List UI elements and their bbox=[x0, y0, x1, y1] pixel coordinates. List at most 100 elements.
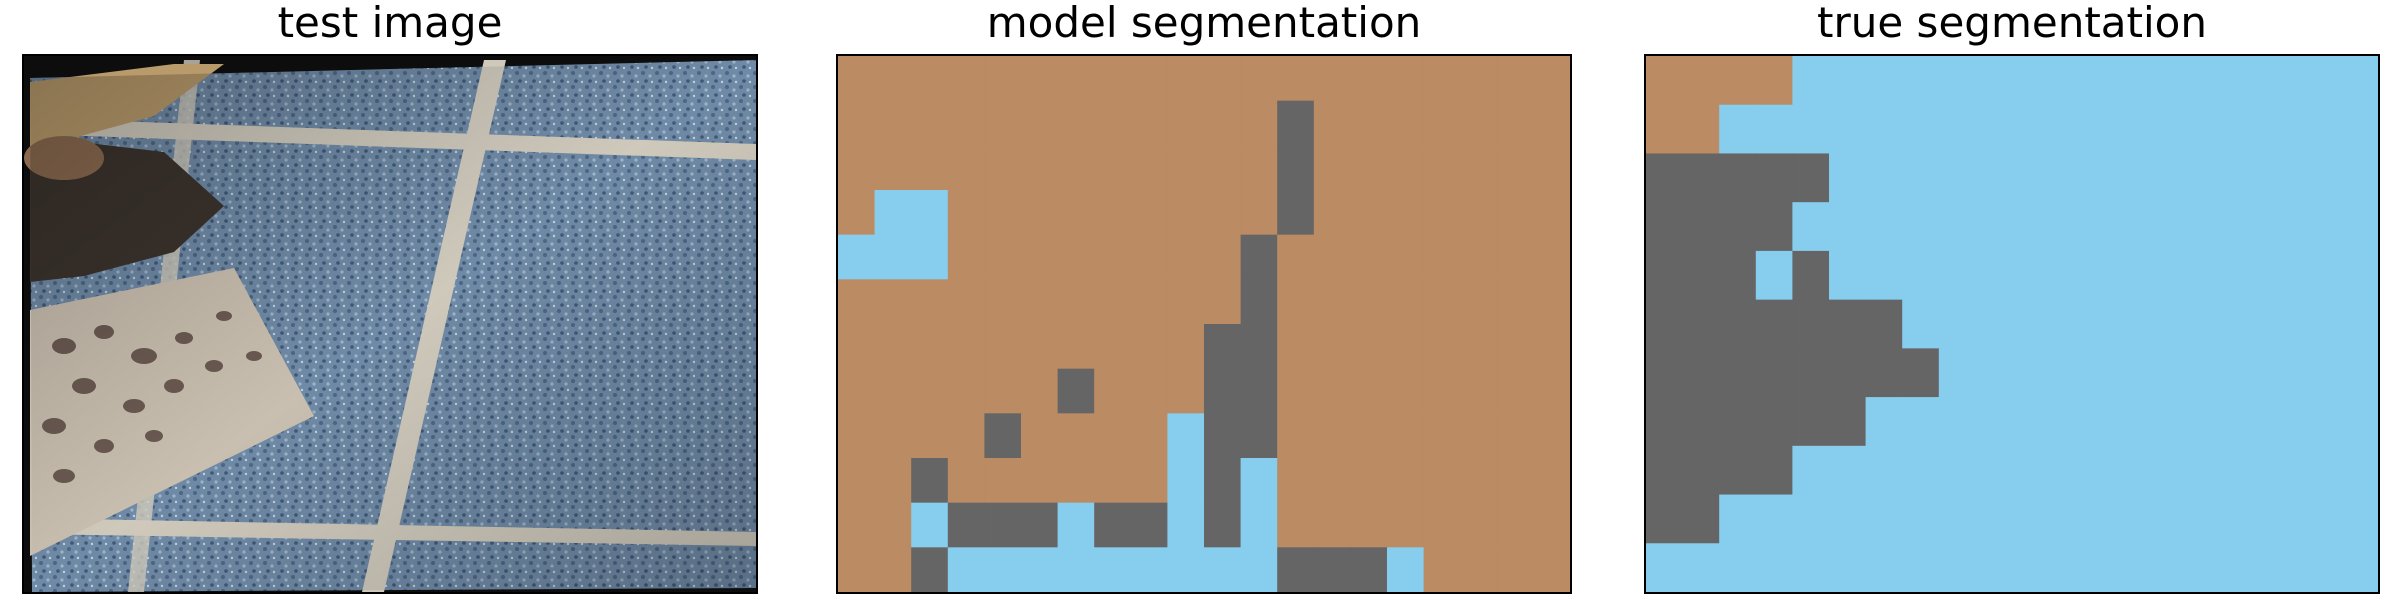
true-seg-cell bbox=[2012, 494, 2050, 544]
true-seg-cell bbox=[1792, 250, 1830, 301]
true-seg-cell bbox=[2121, 397, 2159, 447]
model-seg-cell bbox=[1204, 368, 1242, 414]
model-seg-cell bbox=[1277, 413, 1315, 459]
model-seg-cell bbox=[1277, 145, 1315, 191]
true-seg-cell bbox=[1829, 445, 1867, 496]
model-seg-cell bbox=[1130, 100, 1168, 146]
true-seg-cell bbox=[1646, 397, 1684, 447]
model-seg-cell bbox=[1460, 368, 1498, 414]
true-seg-cell bbox=[1719, 250, 1757, 301]
model-seg-cell bbox=[1277, 458, 1315, 504]
model-seg-cell bbox=[1387, 324, 1425, 370]
model-seg-cell bbox=[911, 190, 949, 236]
true-seg-cell bbox=[2012, 250, 2050, 301]
model-seg-cell bbox=[1167, 234, 1205, 280]
model-seg-cell bbox=[1460, 145, 1498, 191]
model-seg-cell bbox=[1204, 279, 1242, 325]
true-seg-cell bbox=[2304, 202, 2342, 252]
model-seg-cell bbox=[1313, 368, 1351, 414]
true-seg-cell bbox=[2158, 494, 2196, 544]
model-seg-cell bbox=[838, 234, 876, 280]
model-seg-cell bbox=[1350, 190, 1388, 236]
model-seg-cell bbox=[1240, 368, 1278, 414]
model-seg-cell bbox=[984, 279, 1022, 325]
true-seg-cell bbox=[2121, 202, 2159, 252]
true-seg-cell bbox=[2231, 299, 2269, 349]
true-seg-cell bbox=[2195, 202, 2233, 252]
model-seg-cell bbox=[1240, 145, 1278, 191]
model-seg-cell bbox=[1277, 190, 1315, 236]
model-seg-cell bbox=[1167, 458, 1205, 504]
true-seg-cell bbox=[2048, 104, 2086, 155]
true-seg-cell bbox=[2121, 153, 2159, 203]
model-seg-cell bbox=[1496, 145, 1534, 191]
true-seg-cell bbox=[1829, 348, 1867, 398]
true-seg-cell bbox=[2121, 543, 2159, 592]
true-seg-cell bbox=[2341, 543, 2378, 592]
true-seg-cell bbox=[2231, 543, 2269, 592]
model-seg-cell bbox=[1387, 502, 1425, 548]
model-seg-cell bbox=[1350, 145, 1388, 191]
true-seg-cell bbox=[1682, 445, 1720, 496]
model-seg-cell bbox=[1094, 145, 1132, 191]
model-seg-cell bbox=[1021, 279, 1059, 325]
true-seg-cell bbox=[1902, 202, 1940, 252]
model-seg-cell bbox=[1094, 413, 1132, 459]
model-seg-cell bbox=[1021, 368, 1059, 414]
true-seg-cell bbox=[2268, 202, 2306, 252]
model-seg-cell bbox=[1533, 234, 1570, 280]
true-seg-cell bbox=[2012, 445, 2050, 496]
model-seg-cell bbox=[1130, 145, 1168, 191]
true-seg-cell bbox=[1755, 299, 1793, 349]
model-seg-cell bbox=[1460, 502, 1498, 548]
model-seg-cell bbox=[874, 279, 912, 325]
model-seg-cell bbox=[874, 502, 912, 548]
true-seg-cell bbox=[1792, 202, 1830, 252]
true-seg-cell bbox=[2158, 56, 2196, 106]
model-seg-cell bbox=[1094, 368, 1132, 414]
model-seg-cell bbox=[1313, 234, 1351, 280]
true-seg-cell bbox=[2304, 56, 2342, 106]
true-seg-cell bbox=[1829, 397, 1867, 447]
model-seg-cell bbox=[984, 413, 1022, 459]
model-seg-cell bbox=[1021, 547, 1059, 592]
model-seg-cell bbox=[947, 279, 985, 325]
true-seg-cell bbox=[1792, 397, 1830, 447]
model-seg-cell bbox=[1460, 234, 1498, 280]
true-seg-cell bbox=[2231, 494, 2269, 544]
model-seg-cell bbox=[947, 413, 985, 459]
model-seg-cell bbox=[1387, 413, 1425, 459]
true-seg-cell bbox=[1755, 153, 1793, 203]
true-seg-cell bbox=[2085, 250, 2123, 301]
true-seg-cell bbox=[1646, 104, 1684, 155]
model-seg-cell bbox=[1094, 56, 1132, 102]
true-seg-cell bbox=[2304, 445, 2342, 496]
true-seg-cell bbox=[2231, 153, 2269, 203]
model-seg-cell bbox=[911, 368, 949, 414]
model-seg-cell bbox=[1240, 100, 1278, 146]
model-seg-cell bbox=[1460, 279, 1498, 325]
model-seg-cell bbox=[1496, 190, 1534, 236]
model-seg-cell bbox=[1130, 324, 1168, 370]
true-seg-cell bbox=[1755, 104, 1793, 155]
model-seg-cell bbox=[1496, 502, 1534, 548]
model-seg-cell bbox=[1387, 100, 1425, 146]
model-seg-cell bbox=[1387, 547, 1425, 592]
model-seg-cell bbox=[1496, 413, 1534, 459]
model-seg-cell bbox=[1533, 547, 1570, 592]
model-seg-cell bbox=[1350, 234, 1388, 280]
true-seg-cell bbox=[1682, 56, 1720, 106]
true-seg-cell bbox=[2085, 494, 2123, 544]
true-seg-cell bbox=[2268, 104, 2306, 155]
model-seg-cell bbox=[1277, 324, 1315, 370]
true-seg-cell bbox=[2268, 153, 2306, 203]
true-seg-cell bbox=[1755, 202, 1793, 252]
true-seg-cell bbox=[2195, 397, 2233, 447]
true-seg-cell bbox=[2158, 202, 2196, 252]
model-seg-cell bbox=[1350, 368, 1388, 414]
true-seg-cell bbox=[2085, 348, 2123, 398]
true-seg-cell bbox=[2085, 104, 2123, 155]
model-seg-cell bbox=[1057, 56, 1095, 102]
model-seg-cell bbox=[1057, 413, 1095, 459]
panel-title-true-segmentation: true segmentation bbox=[1817, 0, 2207, 47]
